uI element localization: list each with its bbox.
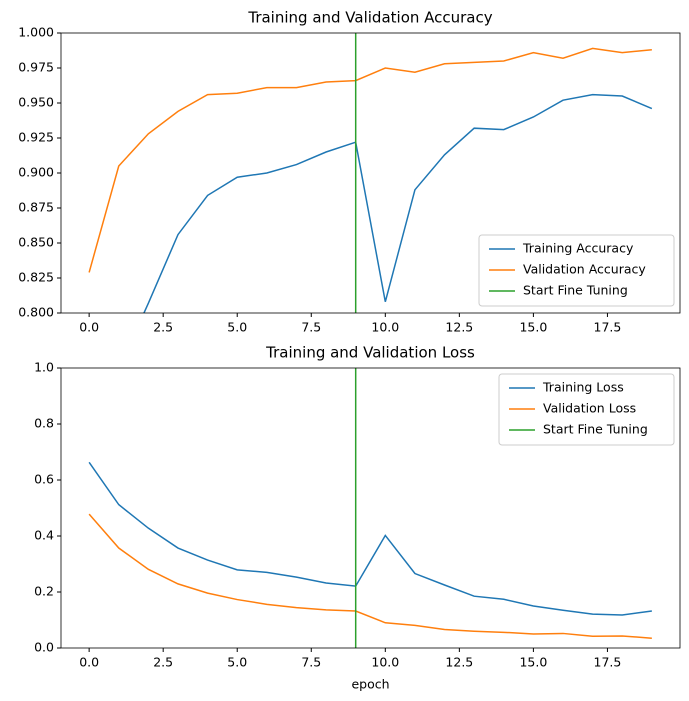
- legend-frame: [498, 373, 675, 446]
- x-tick-label: 17.5: [594, 320, 622, 335]
- legend-label: Validation Loss: [543, 401, 636, 416]
- x-tick-label: 5.0: [227, 655, 247, 670]
- legend: Training Loss Validation Loss Start Fine T…: [498, 373, 675, 446]
- legend-label: Start Fine Tuning: [543, 422, 648, 437]
- y-tick-label: 0.900: [18, 165, 54, 180]
- y-tick-label: 1.000: [18, 25, 54, 40]
- x-tick-label: 12.5: [445, 655, 473, 670]
- y-tick-label: 0.825: [18, 270, 54, 285]
- chart-title: Training and Validation Accuracy: [247, 9, 492, 27]
- y-tick-label: 0.2: [34, 584, 54, 599]
- x-tick-label: 10.0: [371, 655, 399, 670]
- x-tick-label: 7.5: [301, 320, 321, 335]
- x-tick-label: 2.5: [153, 655, 173, 670]
- x-tick-label: 5.0: [227, 320, 247, 335]
- chart-title: Training and Validation Loss: [265, 344, 475, 362]
- x-tick-label: 17.5: [594, 655, 622, 670]
- x-tick-label: 12.5: [445, 320, 473, 335]
- y-tick-label: 0.6: [34, 472, 54, 487]
- y-tick-label: 0.850: [18, 235, 54, 250]
- y-tick-label: 0.8: [34, 416, 54, 431]
- axes-frame: [60, 367, 681, 649]
- x-axis-label: epoch: [351, 677, 389, 692]
- x-tick-label: 15.0: [519, 320, 547, 335]
- x-tick-label: 0.0: [79, 320, 99, 335]
- y-tick-label: 0.950: [18, 95, 54, 110]
- y-tick-label: 0.975: [18, 60, 54, 75]
- series-line: [88, 513, 652, 639]
- y-tick-label: 0.0: [34, 640, 54, 655]
- legend: Training Accuracy Validation Accuracy Star…: [478, 234, 675, 307]
- y-tick-label: 0.875: [18, 200, 54, 215]
- x-tick-label: 2.5: [153, 320, 173, 335]
- x-tick-label: 0.0: [79, 655, 99, 670]
- subplot: Training and Validation Loss 0.0 0.2 0.4 0.6…: [34, 344, 681, 692]
- series-line: [88, 461, 652, 616]
- series-line: [88, 47, 652, 273]
- y-tick-label: 1.0: [34, 360, 54, 375]
- x-tick-label: 7.5: [301, 655, 321, 670]
- y-tick-label: 0.800: [18, 305, 54, 320]
- subplot: Training and Validation Accuracy 0.800 0.8…: [18, 9, 681, 335]
- x-tick-label: 10.0: [371, 320, 399, 335]
- y-tick-label: 0.925: [18, 130, 54, 145]
- legend-frame: [478, 234, 675, 307]
- legend-label: Training Loss: [542, 380, 624, 395]
- series-line: [143, 93, 653, 313]
- y-tick-label: 0.4: [34, 528, 54, 543]
- x-tick-label: 15.0: [519, 655, 547, 670]
- legend-label: Start Fine Tuning: [523, 283, 628, 298]
- legend-label: Training Accuracy: [522, 241, 634, 256]
- axes-frame: [60, 32, 681, 314]
- legend-label: Validation Accuracy: [523, 262, 646, 277]
